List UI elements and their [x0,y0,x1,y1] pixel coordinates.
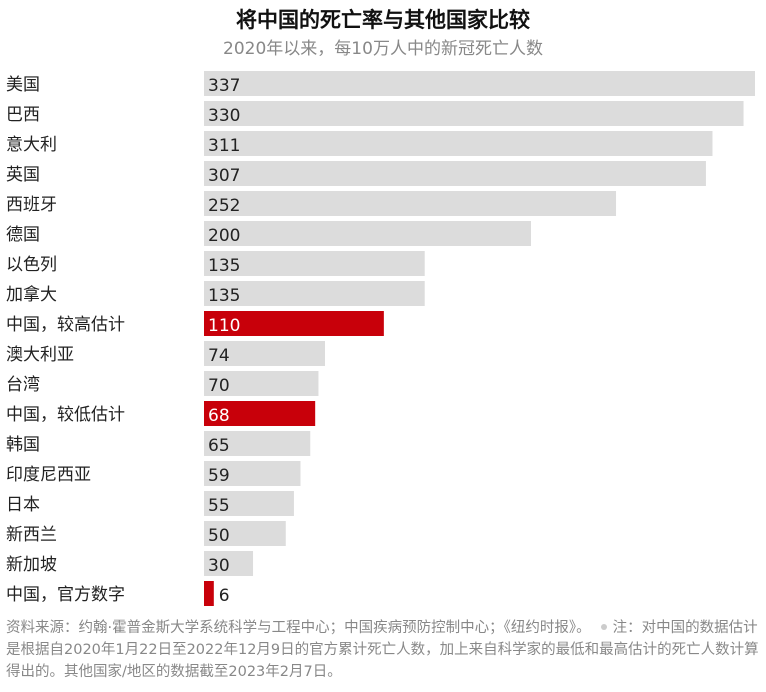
bar [204,551,254,576]
bar [204,371,319,396]
separator-dot-icon [600,624,607,630]
footnote-sources: 资料来源：约翰·霍普金斯大学系统科学与工程中心；中国疾病预防控制中心；《纽约时报… [6,620,591,636]
bar [204,461,301,486]
category-label: 以色列 [6,255,57,275]
bar-highlight [204,581,214,606]
value-label: 110 [208,316,240,336]
value-label: 70 [208,376,230,396]
category-label: 新西兰 [6,525,57,545]
category-label: 西班牙 [6,195,57,215]
category-label: 巴西 [6,105,40,125]
value-label: 252 [208,196,240,216]
chart-subtitle: 2020年以来，每10万人中的新冠死亡人数 [223,39,543,59]
value-label: 74 [208,346,230,366]
bar [204,251,425,276]
bar [204,491,294,516]
category-label: 台湾 [6,375,40,395]
value-label: 307 [208,166,240,186]
bar [204,71,755,96]
category-label: 韩国 [6,435,40,455]
bar [204,341,325,366]
chart-title: 将中国的死亡率与其他国家比较 [236,8,530,32]
value-label: 337 [208,76,240,96]
category-label: 中国，较高估计 [6,315,125,335]
value-label: 59 [208,466,230,486]
category-label: 澳大利亚 [6,345,74,365]
value-label: 65 [208,436,230,456]
value-label: 200 [208,226,240,246]
bar [204,431,311,456]
value-label: 50 [208,526,230,546]
value-label: 135 [208,256,240,276]
footnote: 资料来源：约翰·霍普金斯大学系统科学与工程中心；中国疾病预防控制中心；《纽约时报… [6,617,760,683]
value-label: 6 [219,586,230,606]
bar [204,191,617,216]
category-label: 中国，较低估计 [6,405,125,425]
category-label: 美国 [6,75,40,95]
bar-chart: 美国 337 巴西 330 意大利 311 英国 307 西班牙 252 德国 200 以色列 135 加拿… [6,71,755,606]
bar-highlight [204,311,384,336]
category-label: 意大利 [6,135,57,155]
category-label: 英国 [6,165,40,185]
value-label: 55 [208,496,230,516]
bar [204,281,425,306]
bar [204,521,286,546]
value-label: 330 [208,106,240,126]
value-label: 30 [208,556,230,576]
category-label: 新加坡 [6,555,57,575]
bar [204,161,706,186]
value-label: 68 [208,406,230,426]
value-label: 311 [208,136,240,156]
bar [204,101,744,126]
footnote-note: 注：对中国的数据估计是根据自2020年1月22日至2022年12月9日的官方累计… [6,620,759,680]
category-label: 德国 [6,225,40,245]
category-label: 中国，官方数字 [6,585,125,605]
value-label: 135 [208,286,240,306]
category-label: 加拿大 [6,284,57,305]
category-label: 印度尼西亚 [6,465,91,485]
bar [204,221,532,246]
bar [204,131,713,156]
bar-highlight [204,401,316,426]
category-label: 日本 [6,495,40,515]
